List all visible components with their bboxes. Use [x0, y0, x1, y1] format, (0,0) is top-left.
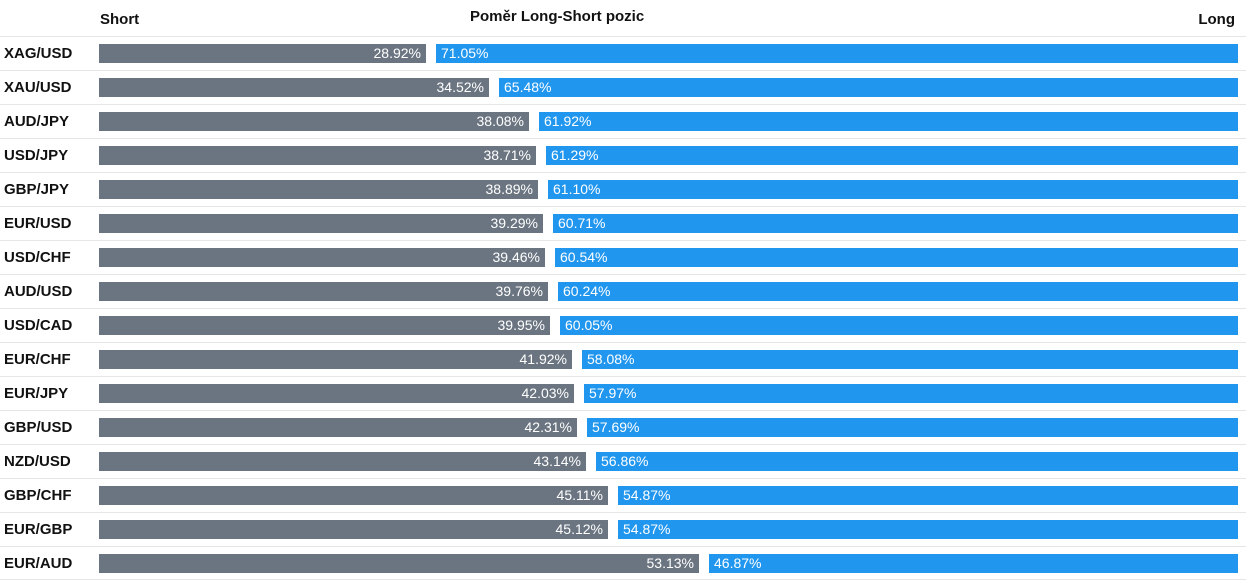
short-bar: 39.76% [99, 282, 548, 301]
pair-label: EUR/USD [4, 215, 72, 232]
pair-label: AUD/USD [4, 283, 73, 300]
short-bar: 43.14% [99, 452, 586, 471]
short-bar: 38.08% [99, 112, 529, 131]
table-row: USD/JPY 38.71% 61.29% [0, 138, 1246, 172]
table-row: XAU/USD 34.52% 65.48% [0, 70, 1246, 104]
pair-label: AUD/JPY [4, 113, 70, 130]
short-bar: 39.46% [99, 248, 545, 267]
long-bar: 60.71% [553, 214, 1238, 233]
table-row: EUR/GBP 45.12% 54.87% [0, 512, 1246, 546]
table-row: XAG/USD 28.92% 71.05% [0, 36, 1246, 70]
pair-label: XAG/USD [4, 45, 73, 62]
long-bar: 56.86% [596, 452, 1238, 471]
long-bar: 46.87% [709, 554, 1238, 573]
pair-label: GBP/USD [4, 419, 73, 436]
short-bar: 45.12% [99, 520, 608, 539]
long-header: Long [1198, 11, 1235, 28]
short-bar: 38.71% [99, 146, 536, 165]
table-row: GBP/USD 42.31% 57.69% [0, 410, 1246, 444]
pair-label: XAU/USD [4, 79, 72, 96]
pair-label: GBP/JPY [4, 181, 70, 198]
table-row: GBP/JPY 38.89% 61.10% [0, 172, 1246, 206]
long-bar: 60.54% [555, 248, 1238, 267]
long-bar: 61.10% [548, 180, 1238, 199]
short-bar: 45.11% [99, 486, 608, 505]
long-bar: 61.92% [539, 112, 1238, 131]
table-row: NZD/USD 43.14% 56.86% [0, 444, 1246, 478]
short-bar: 41.92% [99, 350, 572, 369]
long-bar: 58.08% [582, 350, 1238, 369]
short-bar: 34.52% [99, 78, 489, 97]
chart-title: Poměr Long-Short pozic [470, 8, 645, 25]
table-row: USD/CAD 39.95% 60.05% [0, 308, 1246, 342]
short-bar: 39.29% [99, 214, 543, 233]
pair-label: USD/JPY [4, 147, 69, 164]
pair-label: EUR/GBP [4, 521, 73, 538]
table-row: GBP/CHF 45.11% 54.87% [0, 478, 1246, 512]
short-bar: 53.13% [99, 554, 699, 573]
pair-label: EUR/AUD [4, 555, 73, 572]
long-bar: 61.29% [546, 146, 1238, 165]
pair-label: EUR/JPY [4, 385, 69, 402]
long-bar: 60.05% [560, 316, 1238, 335]
table-row: USD/CHF 39.46% 60.54% [0, 240, 1246, 274]
table-row: EUR/AUD 53.13% 46.87% [0, 546, 1246, 580]
long-bar: 54.87% [618, 520, 1238, 539]
short-bar: 39.95% [99, 316, 550, 335]
short-bar: 28.92% [99, 44, 426, 63]
pair-label: GBP/CHF [4, 487, 72, 504]
long-bar: 60.24% [558, 282, 1238, 301]
short-bar: 42.31% [99, 418, 577, 437]
short-header: Short [100, 11, 140, 28]
long-bar: 65.48% [499, 78, 1238, 97]
long-bar: 54.87% [618, 486, 1238, 505]
short-bar: 42.03% [99, 384, 574, 403]
short-bar: 38.89% [99, 180, 538, 199]
table-row: EUR/USD 39.29% 60.71% [0, 206, 1246, 240]
bar-rows: XAG/USD 28.92% 71.05% XAU/USD 34.52% 65.48% AU… [0, 36, 1246, 580]
pair-label: EUR/CHF [4, 351, 71, 368]
pair-label: NZD/USD [4, 453, 71, 470]
table-row: AUD/USD 39.76% 60.24% [0, 274, 1246, 308]
long-bar: 57.69% [587, 418, 1238, 437]
table-row: AUD/JPY 38.08% 61.92% [0, 104, 1246, 138]
table-row: EUR/JPY 42.03% 57.97% [0, 376, 1246, 410]
pair-label: USD/CAD [4, 317, 73, 334]
long-bar: 57.97% [584, 384, 1238, 403]
table-row: EUR/CHF 41.92% 58.08% [0, 342, 1246, 376]
long-bar: 71.05% [436, 44, 1238, 63]
pair-label: USD/CHF [4, 249, 71, 266]
